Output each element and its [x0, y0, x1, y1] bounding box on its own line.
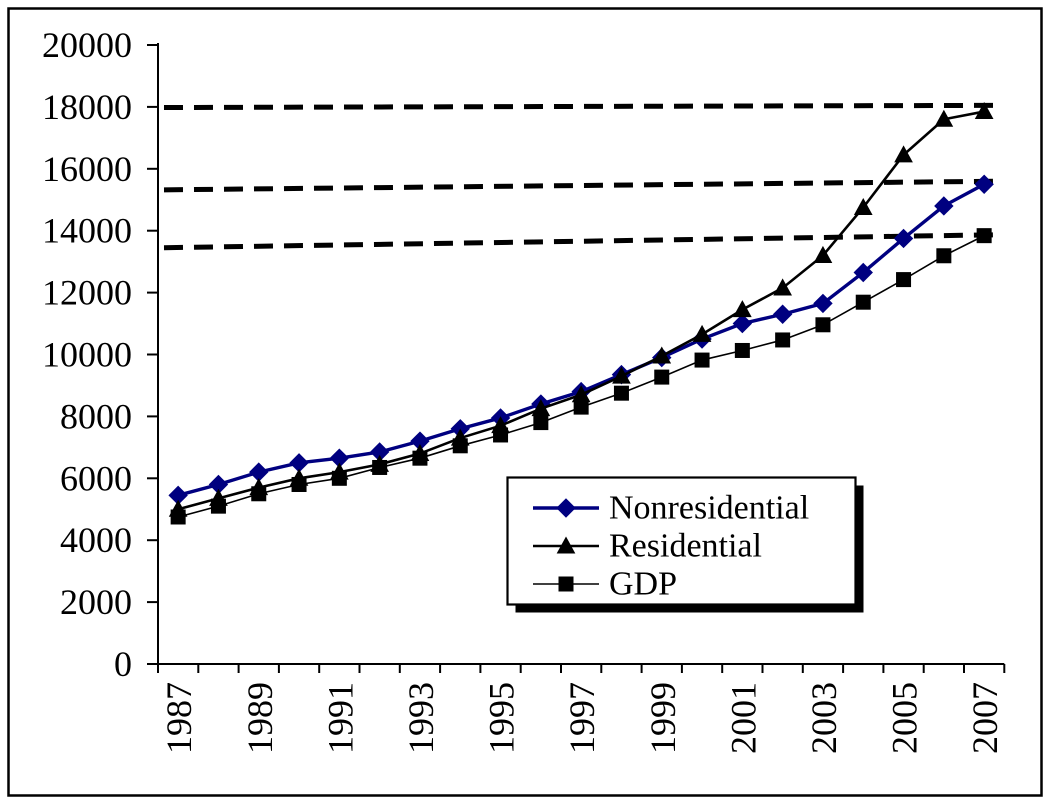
y-tick-label: 4000	[60, 520, 132, 560]
series-residential-marker	[370, 454, 389, 472]
legend-label: Residential	[609, 528, 762, 565]
series-residential-marker	[450, 428, 470, 446]
legend-item-gdp: GDP	[533, 566, 677, 603]
x-tick-label: 2007	[965, 682, 1005, 754]
legend-item-residential: Residential	[533, 528, 762, 565]
x-tick-label: 1997	[562, 682, 602, 754]
series-residential-marker	[249, 478, 269, 496]
series-residential-marker	[813, 245, 833, 263]
x-tick-label: 1991	[320, 682, 360, 754]
series-gdp-marker	[654, 369, 670, 385]
series-residential-marker	[652, 346, 672, 364]
legend-residential-marker	[556, 536, 576, 554]
series-gdp-marker	[936, 248, 952, 264]
series-residential-marker	[531, 399, 551, 417]
x-tick-label: 2003	[804, 682, 844, 754]
x-tick-label: 1993	[401, 682, 441, 754]
y-tick-label: 10000	[42, 335, 132, 375]
series-residential-marker	[773, 278, 792, 296]
series-gdp-marker	[613, 385, 629, 401]
x-tick-label: 2005	[885, 682, 925, 754]
y-tick-label: 20000	[42, 25, 132, 65]
series-gdp	[170, 228, 992, 525]
series-residential-marker	[330, 462, 349, 480]
series-gdp-marker	[734, 342, 750, 358]
series-nonresidential-line	[177, 182, 985, 497]
reference-line-nonresidential-2007-level	[163, 178, 1001, 193]
x-tick-label: 1987	[159, 682, 199, 754]
series-residential-marker	[209, 488, 228, 506]
series-residential-marker	[289, 468, 309, 486]
series-gdp-marker	[694, 352, 710, 368]
series-gdp-marker	[976, 228, 992, 244]
y-tick-label: 2000	[60, 582, 132, 622]
y-tick-label: 0	[114, 644, 132, 684]
series-nonresidential-marker	[772, 304, 793, 324]
series-nonresidential-marker	[893, 228, 914, 249]
series-nonresidential-marker	[934, 196, 954, 216]
x-tick-label: 1995	[482, 682, 522, 754]
series-nonresidential-marker	[732, 313, 753, 334]
reference-lines	[163, 102, 1001, 251]
y-tick-label: 16000	[42, 149, 132, 189]
series-residential-marker	[894, 145, 913, 163]
series-nonresidential	[168, 174, 994, 506]
series-residential-marker	[934, 109, 954, 127]
axes: 0 2000 4000 6000 8000 10000 12000 14000 16000 180…	[42, 25, 1006, 754]
y-tick-label: 12000	[42, 273, 132, 313]
series-gdp-marker	[855, 294, 871, 310]
y-tick-label: 6000	[60, 458, 132, 498]
series-residential-marker	[974, 102, 994, 120]
legend-label: GDP	[609, 566, 677, 603]
reference-line-residential-2007-level	[163, 102, 1001, 111]
series-gdp-marker	[815, 317, 831, 333]
x-tick-label: 1989	[240, 682, 280, 754]
x-tick-label: 2001	[723, 682, 763, 754]
series-residential	[168, 102, 994, 517]
series-nonresidential-marker	[853, 262, 873, 283]
series-nonresidential-marker	[974, 174, 994, 194]
series-gdp-marker	[775, 332, 791, 348]
y-tick-label: 8000	[60, 396, 132, 436]
series-nonresidential-marker	[813, 293, 833, 314]
chart-outer-border	[7, 7, 1043, 797]
series-residential-marker	[692, 324, 712, 342]
series-residential-marker	[853, 197, 873, 215]
series-residential-marker	[410, 444, 430, 462]
legend-item-nonresidential: Nonresidential	[533, 490, 809, 527]
x-tick-label: 1999	[643, 682, 683, 754]
series-residential-marker	[571, 385, 591, 403]
series-residential-marker	[491, 416, 510, 434]
series-residential-marker	[168, 499, 188, 517]
series-gdp-marker	[896, 272, 912, 288]
legend-label: Nonresidential	[609, 490, 809, 527]
series-residential-marker	[733, 300, 752, 318]
series-gdp-marker	[533, 415, 549, 431]
reference-line-gdp-2007-level	[163, 232, 1001, 251]
y-tick-label: 18000	[42, 87, 132, 127]
y-tick-label: 14000	[42, 211, 132, 251]
series-residential-line	[177, 110, 985, 511]
legend-gdp-marker	[558, 576, 574, 592]
series-residential-marker	[612, 366, 631, 384]
legend-nonresidential-marker	[556, 498, 576, 518]
